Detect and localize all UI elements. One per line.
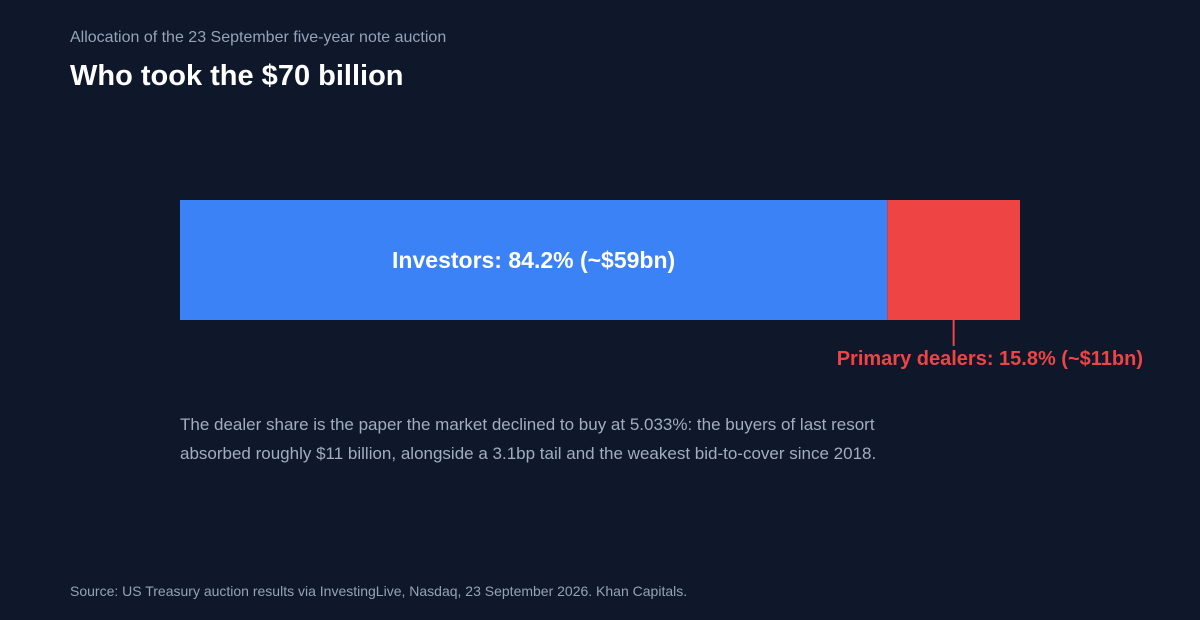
chart-title: Who took the $70 billion xyxy=(70,60,404,92)
source-note: Source: US Treasury auction results via … xyxy=(70,583,688,599)
chart-subtitle: Allocation of the 23 September five-year… xyxy=(70,29,447,46)
chart-annotation: The dealer share is the paper the market… xyxy=(180,410,1000,468)
segment-label-primary-dealers: Primary dealers: 15.8% (~$11bn) xyxy=(837,348,1143,370)
annotation-line-2: absorbed roughly $11 billion, alongside … xyxy=(180,444,877,463)
bar-segment-investors xyxy=(180,200,888,320)
annotation-line-1: The dealer share is the paper the market… xyxy=(180,415,875,434)
segment-label-investors: Investors: 84.2% (~$59bn) xyxy=(392,247,675,273)
bar-segment-primary-dealers xyxy=(887,200,1020,320)
